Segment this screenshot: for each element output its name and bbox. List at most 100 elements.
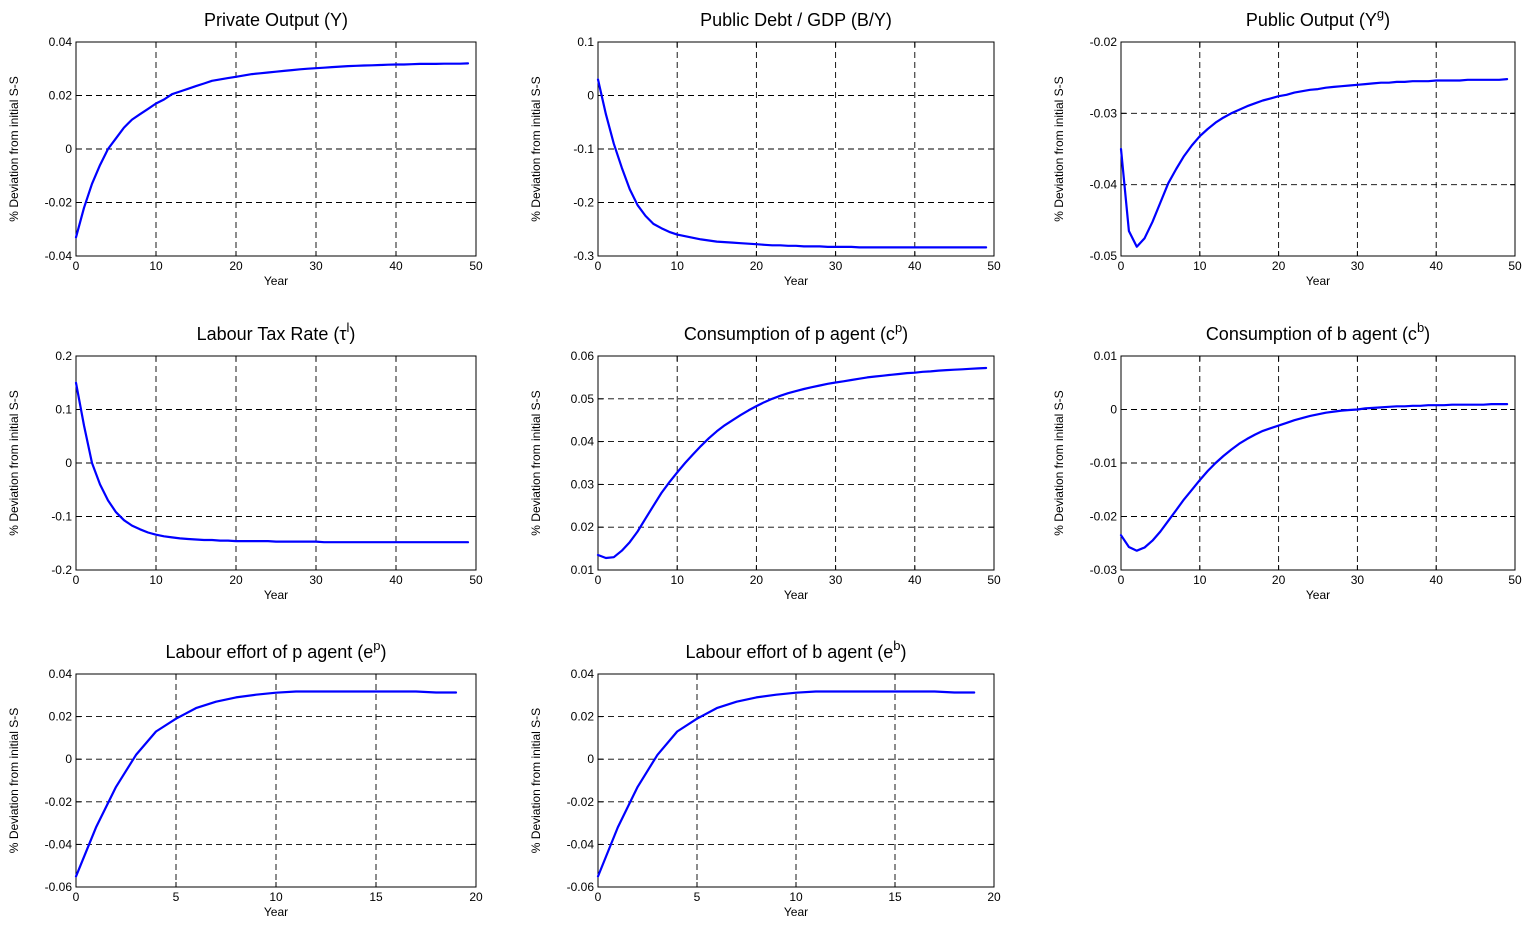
y-axis-label: % Deviation from initial S-S — [1052, 390, 1066, 535]
x-tick-label: 15 — [369, 890, 383, 904]
chart-title-text: Consumption of p agent (c — [684, 324, 895, 344]
panel-4: 0 10 20 30 40 50 -0.2 -0.1 0 0.1 0.2 Year % Deviatio… — [7, 320, 483, 602]
x-tick-label: 20 — [750, 259, 764, 273]
chart-title: Public Output (Yg) — [1246, 6, 1390, 30]
x-tick-label: 0 — [595, 573, 602, 587]
x-tick-label: 20 — [1272, 259, 1286, 273]
y-tick-label: 0 — [65, 456, 72, 470]
panel-3: 0 10 20 30 40 50 -0.05 -0.04 -0.03 -0.02 Year % Dev… — [1052, 6, 1522, 288]
y-tick-label: 0.04 — [49, 667, 73, 681]
chart-title-text: Public Debt / GDP (B/Y) — [700, 10, 892, 30]
chart-title-superscript: b — [1417, 320, 1424, 335]
y-axis-label: % Deviation from initial S-S — [7, 708, 21, 853]
x-tick-label: 0 — [595, 890, 602, 904]
y-tick-label: -0.3 — [573, 249, 594, 263]
y-tick-label: -0.02 — [1090, 35, 1118, 49]
x-tick-label: 0 — [1118, 259, 1125, 273]
y-tick-label: 0.03 — [571, 477, 595, 491]
y-tick-label: -0.06 — [45, 880, 73, 894]
y-tick-label: -0.04 — [45, 249, 73, 263]
x-tick-label: 10 — [671, 573, 685, 587]
y-tick-label: -0.03 — [1090, 106, 1118, 120]
x-tick-label: 40 — [908, 573, 922, 587]
y-tick-label: 0 — [65, 752, 72, 766]
panel-2: 0 10 20 30 40 50 -0.3 -0.2 -0.1 0 0.1 Year % Deviati… — [529, 10, 1001, 288]
y-tick-label: 0.01 — [571, 563, 595, 577]
series-line — [1119, 77, 1509, 248]
x-tick-label: 30 — [309, 259, 323, 273]
x-tick-label: 20 — [1272, 573, 1286, 587]
chart-title: Labour Tax Rate (τl) — [197, 320, 356, 344]
y-tick-label: -0.1 — [573, 142, 594, 156]
x-tick-label: 40 — [1430, 573, 1444, 587]
series-line — [74, 62, 470, 239]
series-line — [596, 78, 988, 249]
x-tick-label: 10 — [789, 890, 803, 904]
x-tick-label: 20 — [750, 573, 764, 587]
y-tick-label: -0.04 — [45, 837, 73, 851]
y-tick-label: 0.02 — [571, 710, 595, 724]
x-tick-label: 10 — [1193, 573, 1207, 587]
y-tick-label: 0.04 — [49, 35, 73, 49]
x-tick-label: 50 — [987, 259, 1001, 273]
chart-title: Private Output (Y) — [204, 10, 348, 30]
x-tick-label: 50 — [469, 573, 483, 587]
x-axis-label: Year — [264, 274, 288, 288]
plot-area — [597, 355, 995, 571]
chart-title-text: Labour effort of b agent (e — [685, 642, 893, 662]
panel-8: 0 5 10 15 20 -0.06 -0.04 -0.02 0 0.02 0.04 Year % De… — [529, 638, 1001, 919]
x-tick-label: 30 — [309, 573, 323, 587]
x-tick-label: 30 — [829, 573, 843, 587]
x-tick-label: 0 — [73, 573, 80, 587]
y-tick-label: -0.02 — [45, 196, 73, 210]
panel-7: 0 5 10 15 20 -0.06 -0.04 -0.02 0 0.02 0.04 Year % De… — [7, 638, 483, 919]
chart-title-superscript: g — [1377, 6, 1384, 21]
y-tick-label: 0.02 — [49, 89, 73, 103]
x-axis-label: Year — [264, 588, 288, 602]
panel-1: 0 10 20 30 40 50 -0.04 -0.02 0 0.02 0.04 Year % Devi… — [7, 10, 483, 288]
x-tick-label: 10 — [269, 890, 283, 904]
x-tick-label: 30 — [1351, 573, 1365, 587]
chart-title-superscript: p — [373, 638, 380, 653]
x-axis-label: Year — [784, 274, 808, 288]
x-tick-label: 10 — [149, 259, 163, 273]
x-tick-label: 0 — [1118, 573, 1125, 587]
y-axis-label: % Deviation from initial S-S — [7, 76, 21, 221]
chart-title-superscript: l — [346, 320, 349, 335]
x-tick-label: 40 — [389, 259, 403, 273]
series-line — [1119, 403, 1509, 552]
chart-title-text: Labour Tax Rate (τ — [197, 324, 347, 344]
x-tick-label: 20 — [987, 890, 1001, 904]
x-tick-label: 10 — [149, 573, 163, 587]
y-axis-label: % Deviation from initial S-S — [1052, 76, 1066, 221]
chart-title-suffix: ) — [1424, 324, 1430, 344]
chart-title-suffix: ) — [901, 642, 907, 662]
chart-title-text: Consumption of b agent (c — [1206, 324, 1417, 344]
chart-title: Consumption of p agent (cp) — [684, 320, 908, 344]
x-tick-label: 15 — [888, 890, 902, 904]
y-tick-label: 0.01 — [1094, 349, 1118, 363]
y-tick-label: 0.2 — [55, 349, 72, 363]
x-tick-label: 30 — [829, 259, 843, 273]
chart-title: Public Debt / GDP (B/Y) — [700, 10, 892, 30]
series-line — [596, 366, 988, 560]
x-tick-label: 0 — [73, 890, 80, 904]
y-tick-label: -0.04 — [567, 837, 595, 851]
x-tick-label: 20 — [469, 890, 483, 904]
y-tick-label: 0.1 — [55, 403, 72, 417]
x-tick-label: 50 — [1508, 573, 1522, 587]
chart-title-text: Labour effort of p agent (e — [165, 642, 373, 662]
series-line — [74, 381, 470, 544]
chart-title-text: Private Output (Y) — [204, 10, 348, 30]
chart-title-text: Public Output (Y — [1246, 10, 1377, 30]
y-tick-label: -0.04 — [1090, 178, 1118, 192]
chart-title: Consumption of b agent (cb) — [1206, 320, 1430, 344]
y-tick-label: 0.05 — [571, 392, 595, 406]
x-tick-label: 40 — [908, 259, 922, 273]
y-tick-label: 0.04 — [571, 667, 595, 681]
x-axis-label: Year — [1306, 588, 1330, 602]
x-tick-label: 0 — [73, 259, 80, 273]
x-axis-label: Year — [784, 588, 808, 602]
x-tick-label: 40 — [389, 573, 403, 587]
chart-title: Labour effort of p agent (ep) — [165, 638, 386, 662]
